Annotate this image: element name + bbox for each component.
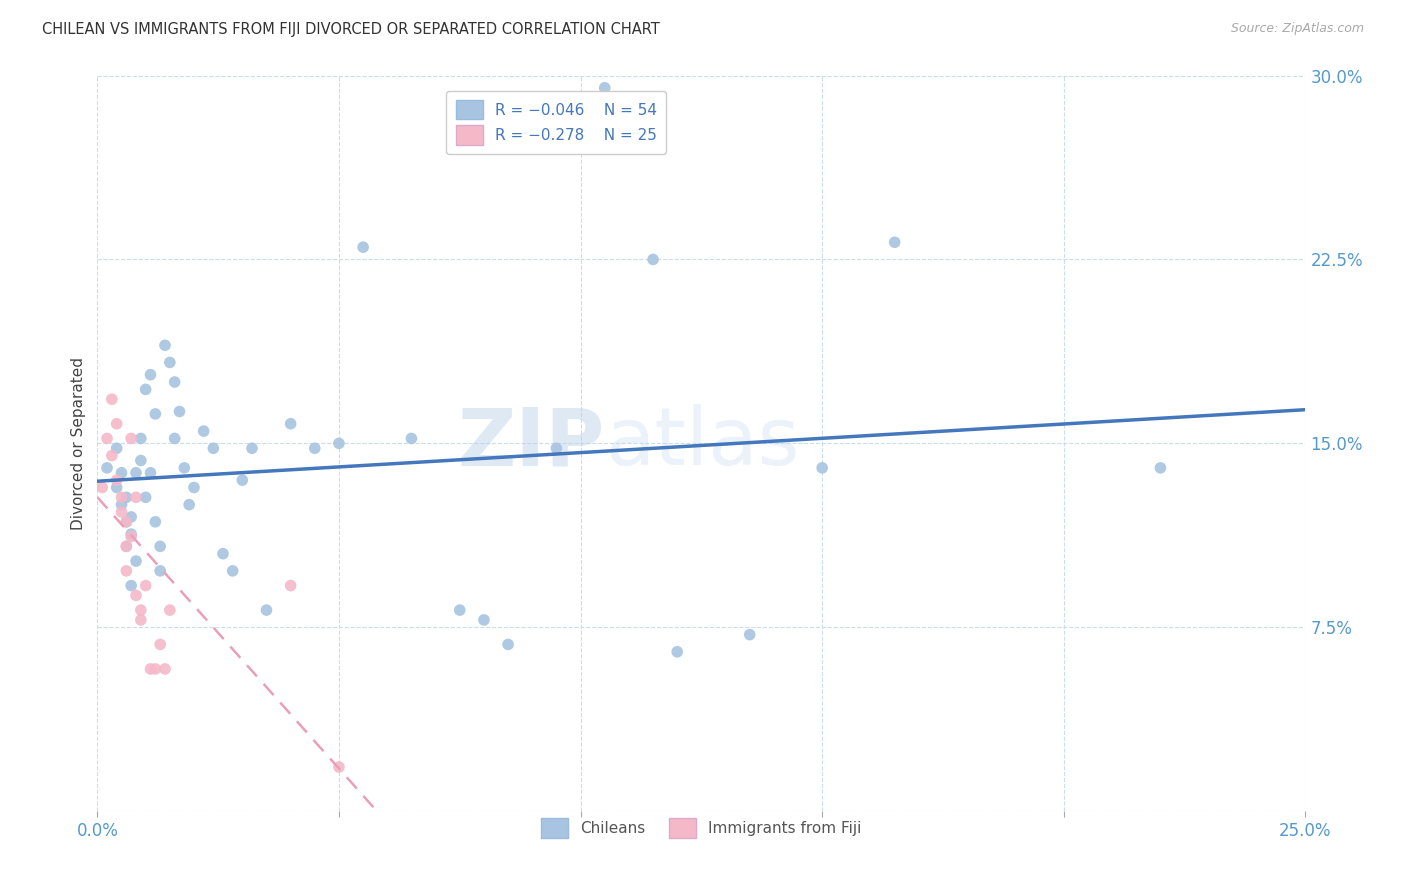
Point [149, 539, 172, 553]
Y-axis label: Divorced or Separated: Divorced or Separated [72, 357, 86, 530]
Point [135, 578, 157, 592]
Point [139, 466, 162, 480]
Point [110, 466, 132, 480]
Point [105, 417, 128, 431]
Point [143, 407, 166, 421]
Point [149, 637, 172, 651]
Point [135, 383, 157, 397]
Point [115, 515, 138, 529]
Point [811, 461, 834, 475]
Point [352, 240, 374, 254]
Text: ZIP: ZIP [457, 404, 605, 483]
Point [101, 392, 124, 407]
Point [153, 338, 176, 352]
Point [159, 355, 181, 369]
Point [115, 491, 138, 505]
Point [496, 637, 519, 651]
Point [139, 662, 162, 676]
Text: CHILEAN VS IMMIGRANTS FROM FIJI DIVORCED OR SEPARATED CORRELATION CHART: CHILEAN VS IMMIGRANTS FROM FIJI DIVORCED… [42, 22, 659, 37]
Point [256, 603, 278, 617]
Point [328, 760, 350, 774]
Point [120, 578, 142, 592]
Point [163, 375, 186, 389]
Point [105, 481, 128, 495]
Text: atlas: atlas [605, 404, 799, 483]
Point [96, 461, 118, 475]
Point [135, 491, 157, 505]
Point [472, 613, 495, 627]
Point [125, 466, 148, 480]
Point [129, 432, 152, 446]
Point [125, 491, 148, 505]
Point [115, 515, 138, 529]
Point [449, 603, 471, 617]
Point [129, 613, 152, 627]
Point [153, 662, 176, 676]
Point [169, 404, 191, 418]
Point [240, 442, 263, 456]
Point [641, 252, 664, 267]
Point [115, 564, 138, 578]
Point [120, 432, 142, 446]
Point [401, 432, 423, 446]
Point [173, 461, 195, 475]
Point [91, 481, 114, 495]
Point [105, 442, 128, 456]
Point [110, 498, 132, 512]
Point [163, 432, 186, 446]
Point [221, 564, 243, 578]
Point [129, 453, 152, 467]
Point [159, 603, 181, 617]
Point [546, 442, 568, 456]
Point [193, 424, 215, 438]
Point [120, 527, 142, 541]
Point [280, 578, 302, 592]
Point [115, 539, 138, 553]
Point [149, 564, 172, 578]
Point [328, 436, 350, 450]
Point [139, 368, 162, 382]
Point [143, 662, 166, 676]
Point [120, 529, 142, 543]
Point [202, 442, 225, 456]
Point [183, 481, 205, 495]
Point [115, 539, 138, 553]
Point [129, 603, 152, 617]
Point [593, 80, 616, 95]
Point [120, 510, 142, 524]
Text: Source: ZipAtlas.com: Source: ZipAtlas.com [1230, 22, 1364, 36]
Point [280, 417, 302, 431]
Point [101, 449, 124, 463]
Point [738, 627, 761, 641]
Point [666, 645, 689, 659]
Point [105, 473, 128, 487]
Point [212, 547, 235, 561]
Point [883, 235, 905, 250]
Point [179, 498, 201, 512]
Point [96, 432, 118, 446]
Legend: Chileans, Immigrants from Fiji: Chileans, Immigrants from Fiji [534, 812, 868, 844]
Point [143, 515, 166, 529]
Point [125, 588, 148, 602]
Point [304, 442, 326, 456]
Point [231, 473, 253, 487]
Point [125, 554, 148, 568]
Point [110, 505, 132, 519]
Point [1149, 461, 1171, 475]
Point [110, 491, 132, 505]
